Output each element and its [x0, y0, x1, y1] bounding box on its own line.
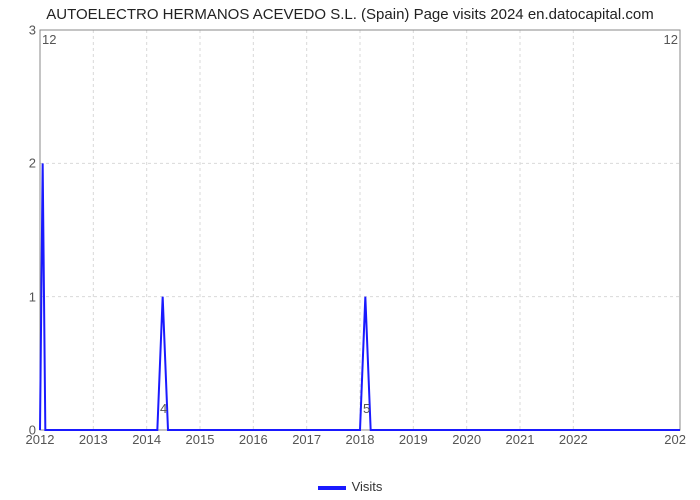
- x-tick-label: 2013: [79, 432, 108, 447]
- corner-label-bottom-right: 5: [363, 401, 370, 416]
- plot-area: [40, 30, 680, 430]
- x-tick-label: 2019: [399, 432, 428, 447]
- corner-label-bottom-left: 4: [160, 401, 167, 416]
- x-tick-label: 2015: [186, 432, 215, 447]
- x-tick-label: 2021: [506, 432, 535, 447]
- plot-svg: [40, 30, 680, 430]
- legend: Visits: [0, 479, 700, 494]
- chart-container: AUTOELECTRO HERMANOS ACEVEDO S.L. (Spain…: [0, 0, 700, 500]
- legend-swatch-visits: [318, 486, 346, 490]
- x-tick-label: 2014: [132, 432, 161, 447]
- x-tick-label: 2016: [239, 432, 268, 447]
- x-tick-label: 2012: [26, 432, 55, 447]
- x-tick-label: 2018: [346, 432, 375, 447]
- corner-label-top-left: 12: [42, 32, 56, 47]
- x-tick-label: 2017: [292, 432, 321, 447]
- x-tick-label-partial: 202: [664, 432, 686, 447]
- chart-title: AUTOELECTRO HERMANOS ACEVEDO S.L. (Spain…: [0, 6, 700, 23]
- y-tick-label: 1: [29, 289, 36, 304]
- x-tick-label: 2022: [559, 432, 588, 447]
- x-tick-label: 2020: [452, 432, 481, 447]
- corner-label-top-right: 12: [664, 32, 678, 47]
- legend-label-visits: Visits: [352, 479, 383, 494]
- y-tick-label: 2: [29, 156, 36, 171]
- y-tick-label: 3: [29, 23, 36, 38]
